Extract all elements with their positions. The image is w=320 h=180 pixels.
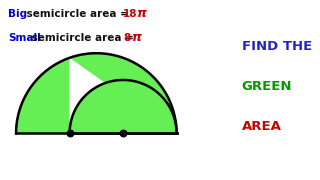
Text: semicircle area =: semicircle area = bbox=[23, 9, 129, 19]
Text: 8: 8 bbox=[123, 33, 131, 43]
Text: AREA: AREA bbox=[242, 120, 282, 133]
Point bbox=[67, 132, 72, 135]
Point bbox=[121, 132, 126, 135]
Polygon shape bbox=[69, 53, 177, 134]
Text: Small: Small bbox=[8, 33, 41, 43]
Polygon shape bbox=[16, 58, 69, 134]
Text: semicircle area =: semicircle area = bbox=[28, 33, 134, 43]
Text: 18: 18 bbox=[123, 9, 138, 19]
Text: FIND THE: FIND THE bbox=[242, 40, 312, 53]
Text: Big: Big bbox=[8, 9, 27, 19]
Text: π: π bbox=[136, 7, 146, 20]
Text: GREEN: GREEN bbox=[242, 80, 292, 93]
Text: π: π bbox=[131, 31, 141, 44]
